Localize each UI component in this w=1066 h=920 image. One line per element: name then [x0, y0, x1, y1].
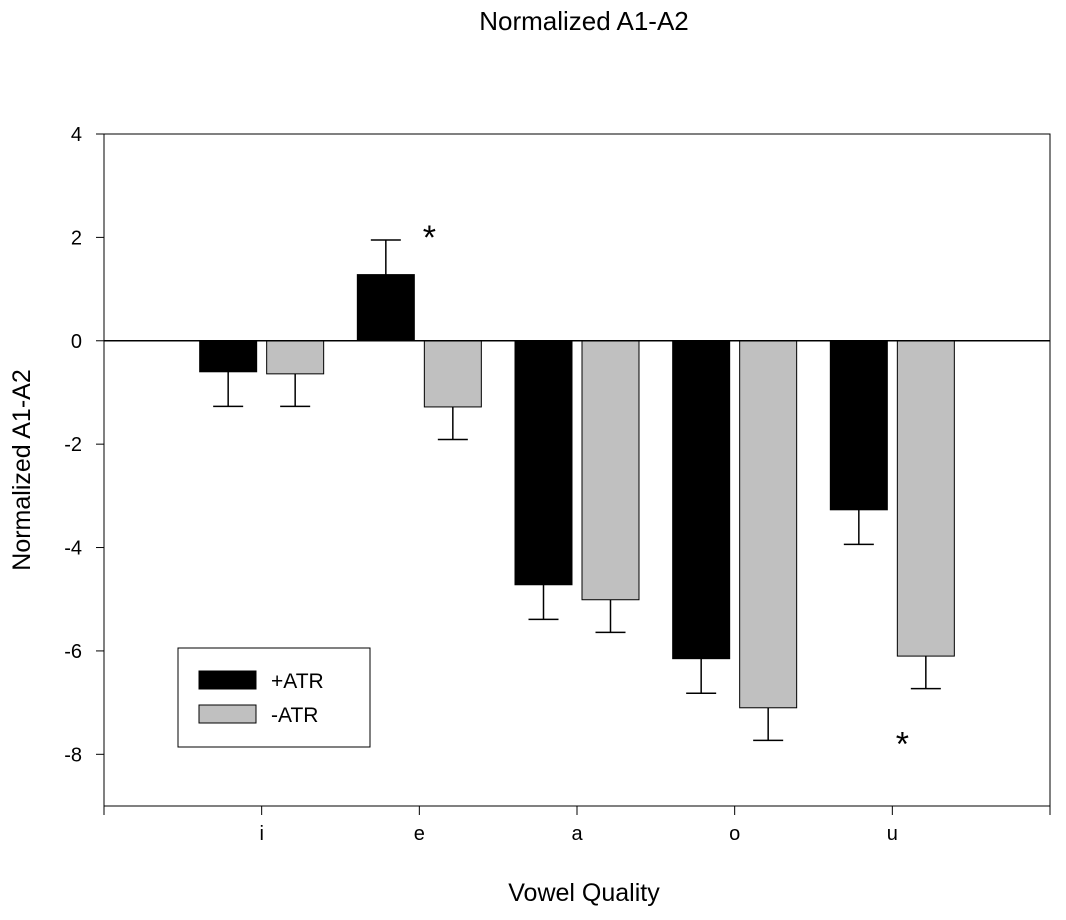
legend-label-plus-atr: +ATR	[271, 670, 324, 693]
annotations-layer: **	[423, 219, 909, 764]
error-bars-layer	[213, 239, 941, 742]
y-tick-label: -6	[64, 641, 82, 663]
y-tick-label: 4	[71, 124, 82, 146]
x-tick-label-a: a	[571, 823, 583, 845]
y-tick-label: -2	[64, 434, 82, 456]
y-tick-label: -8	[64, 744, 82, 766]
bars-layer	[199, 274, 955, 709]
bar-plusatr-e	[356, 274, 415, 342]
legend-swatch-plus-atr	[198, 670, 257, 690]
x-tick-label-i: i	[259, 823, 263, 845]
y-axis-label: Normalized A1-A2	[8, 369, 36, 570]
x-tick-label-e: e	[414, 823, 425, 845]
y-tick-label: -4	[64, 538, 82, 560]
bar-minusatr-e	[423, 340, 482, 408]
bar-plusatr-i	[199, 340, 258, 373]
legend-box	[177, 647, 371, 748]
bar-plusatr-u	[829, 340, 888, 511]
significance-star-u: *	[896, 726, 909, 764]
y-tick-label: 0	[71, 331, 82, 353]
y-axis: 4 2 0 -2 -4 -6 -8	[64, 124, 104, 766]
bar-plusatr-o	[672, 340, 731, 660]
bar-minusatr-u	[896, 340, 955, 657]
legend-swatch-minus-atr	[198, 704, 257, 724]
legend: +ATR -ATR	[177, 647, 371, 748]
bar-minusatr-a	[581, 340, 640, 601]
bar-minusatr-i	[266, 340, 325, 375]
legend-label-minus-atr: -ATR	[271, 704, 318, 727]
bar-minusatr-o	[739, 340, 798, 709]
y-tick-label: 2	[71, 227, 82, 249]
x-tick-label-u: u	[887, 823, 898, 845]
x-tick-label-o: o	[729, 823, 740, 845]
chart-title: Normalized A1-A2	[479, 6, 689, 36]
x-axis-label: Vowel Quality	[508, 879, 660, 907]
bar-plusatr-a	[514, 340, 573, 586]
significance-star-e: *	[423, 219, 436, 257]
